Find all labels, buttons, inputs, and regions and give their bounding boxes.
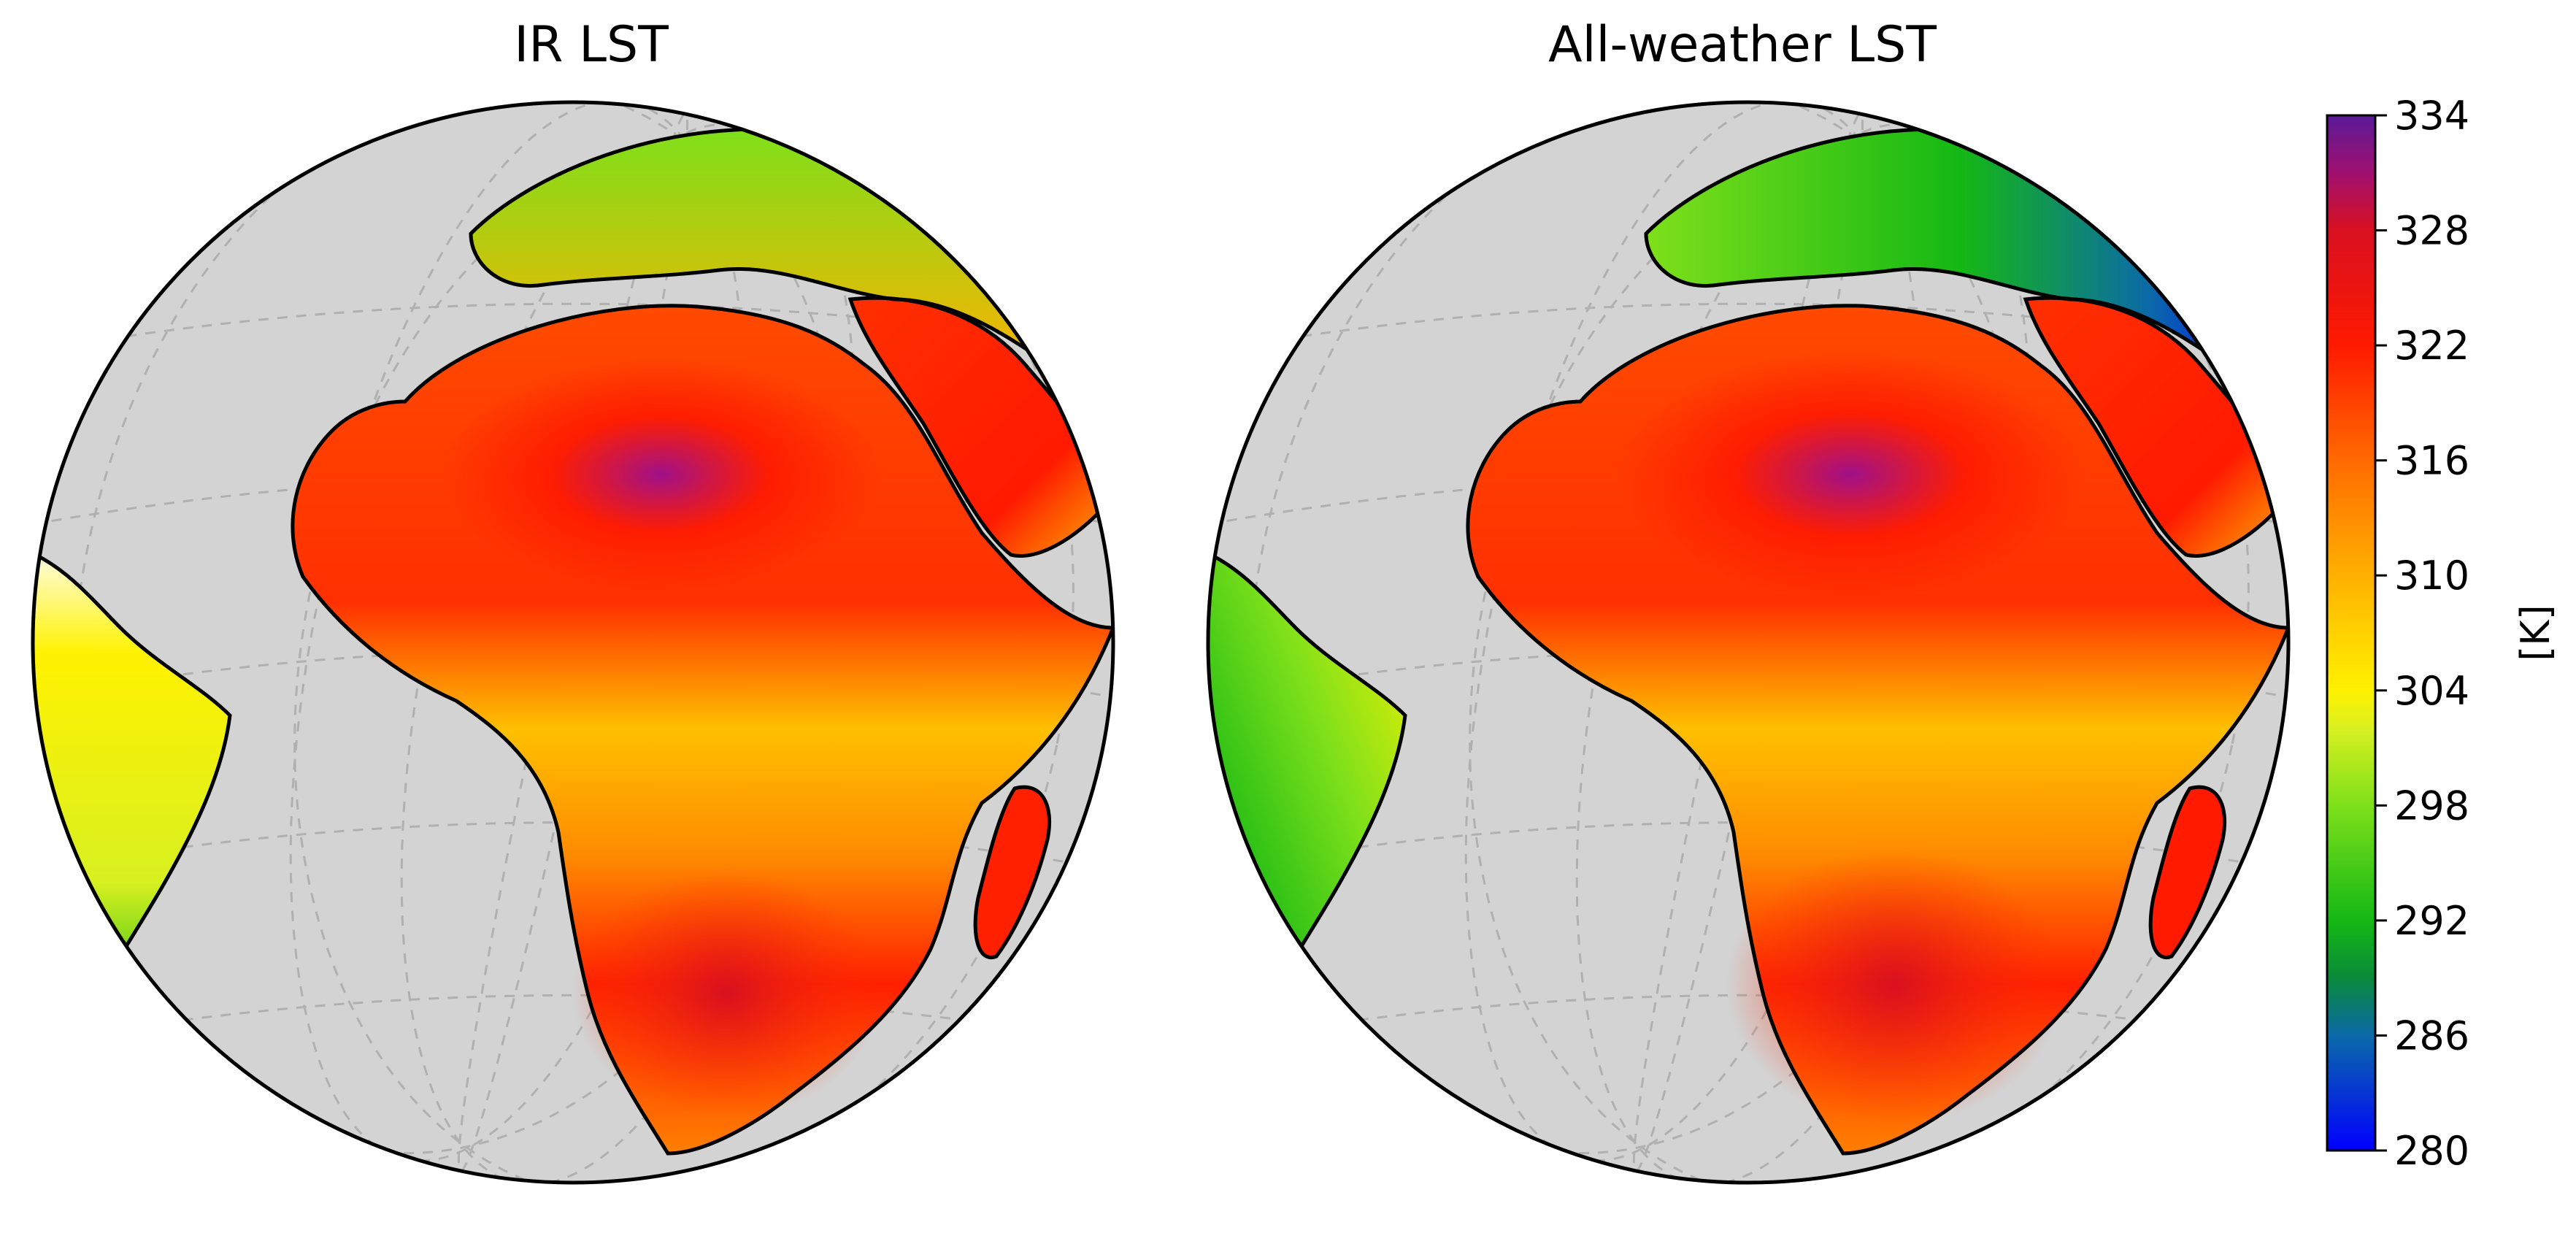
colorbar-scale bbox=[2326, 114, 2377, 1152]
colorbar-ticks: 280 286 292 298 304 310 316 322 328 334 bbox=[2375, 93, 2469, 1174]
colorbar-tick-label: 316 bbox=[2394, 438, 2469, 484]
panel-title-ir-lst: IR LST bbox=[514, 16, 669, 74]
colorbar-tick-label: 280 bbox=[2394, 1128, 2469, 1174]
colorbar-tick-label: 292 bbox=[2394, 898, 2469, 944]
globe-outline bbox=[1206, 100, 2291, 1185]
colorbar-tick-label: 322 bbox=[2394, 323, 2469, 369]
panel-title-all-weather-lst: All-weather LST bbox=[1548, 16, 1937, 74]
globe-ir-lst bbox=[31, 100, 1115, 1185]
colorbar-tick-label: 310 bbox=[2394, 553, 2469, 599]
globe-all-weather-lst bbox=[1206, 100, 2291, 1185]
colorbar: 280 286 292 298 304 310 316 322 328 334 [K] bbox=[2326, 93, 2558, 1174]
colorbar-tick-label: 298 bbox=[2394, 783, 2469, 829]
globe-outline bbox=[31, 100, 1115, 1185]
colorbar-tick-label: 304 bbox=[2394, 668, 2469, 714]
colorbar-tick-label: 328 bbox=[2394, 208, 2469, 254]
colorbar-label: [K] bbox=[2512, 604, 2558, 661]
colorbar-tick-label: 334 bbox=[2394, 93, 2469, 139]
colorbar-tick-label: 286 bbox=[2394, 1013, 2469, 1059]
